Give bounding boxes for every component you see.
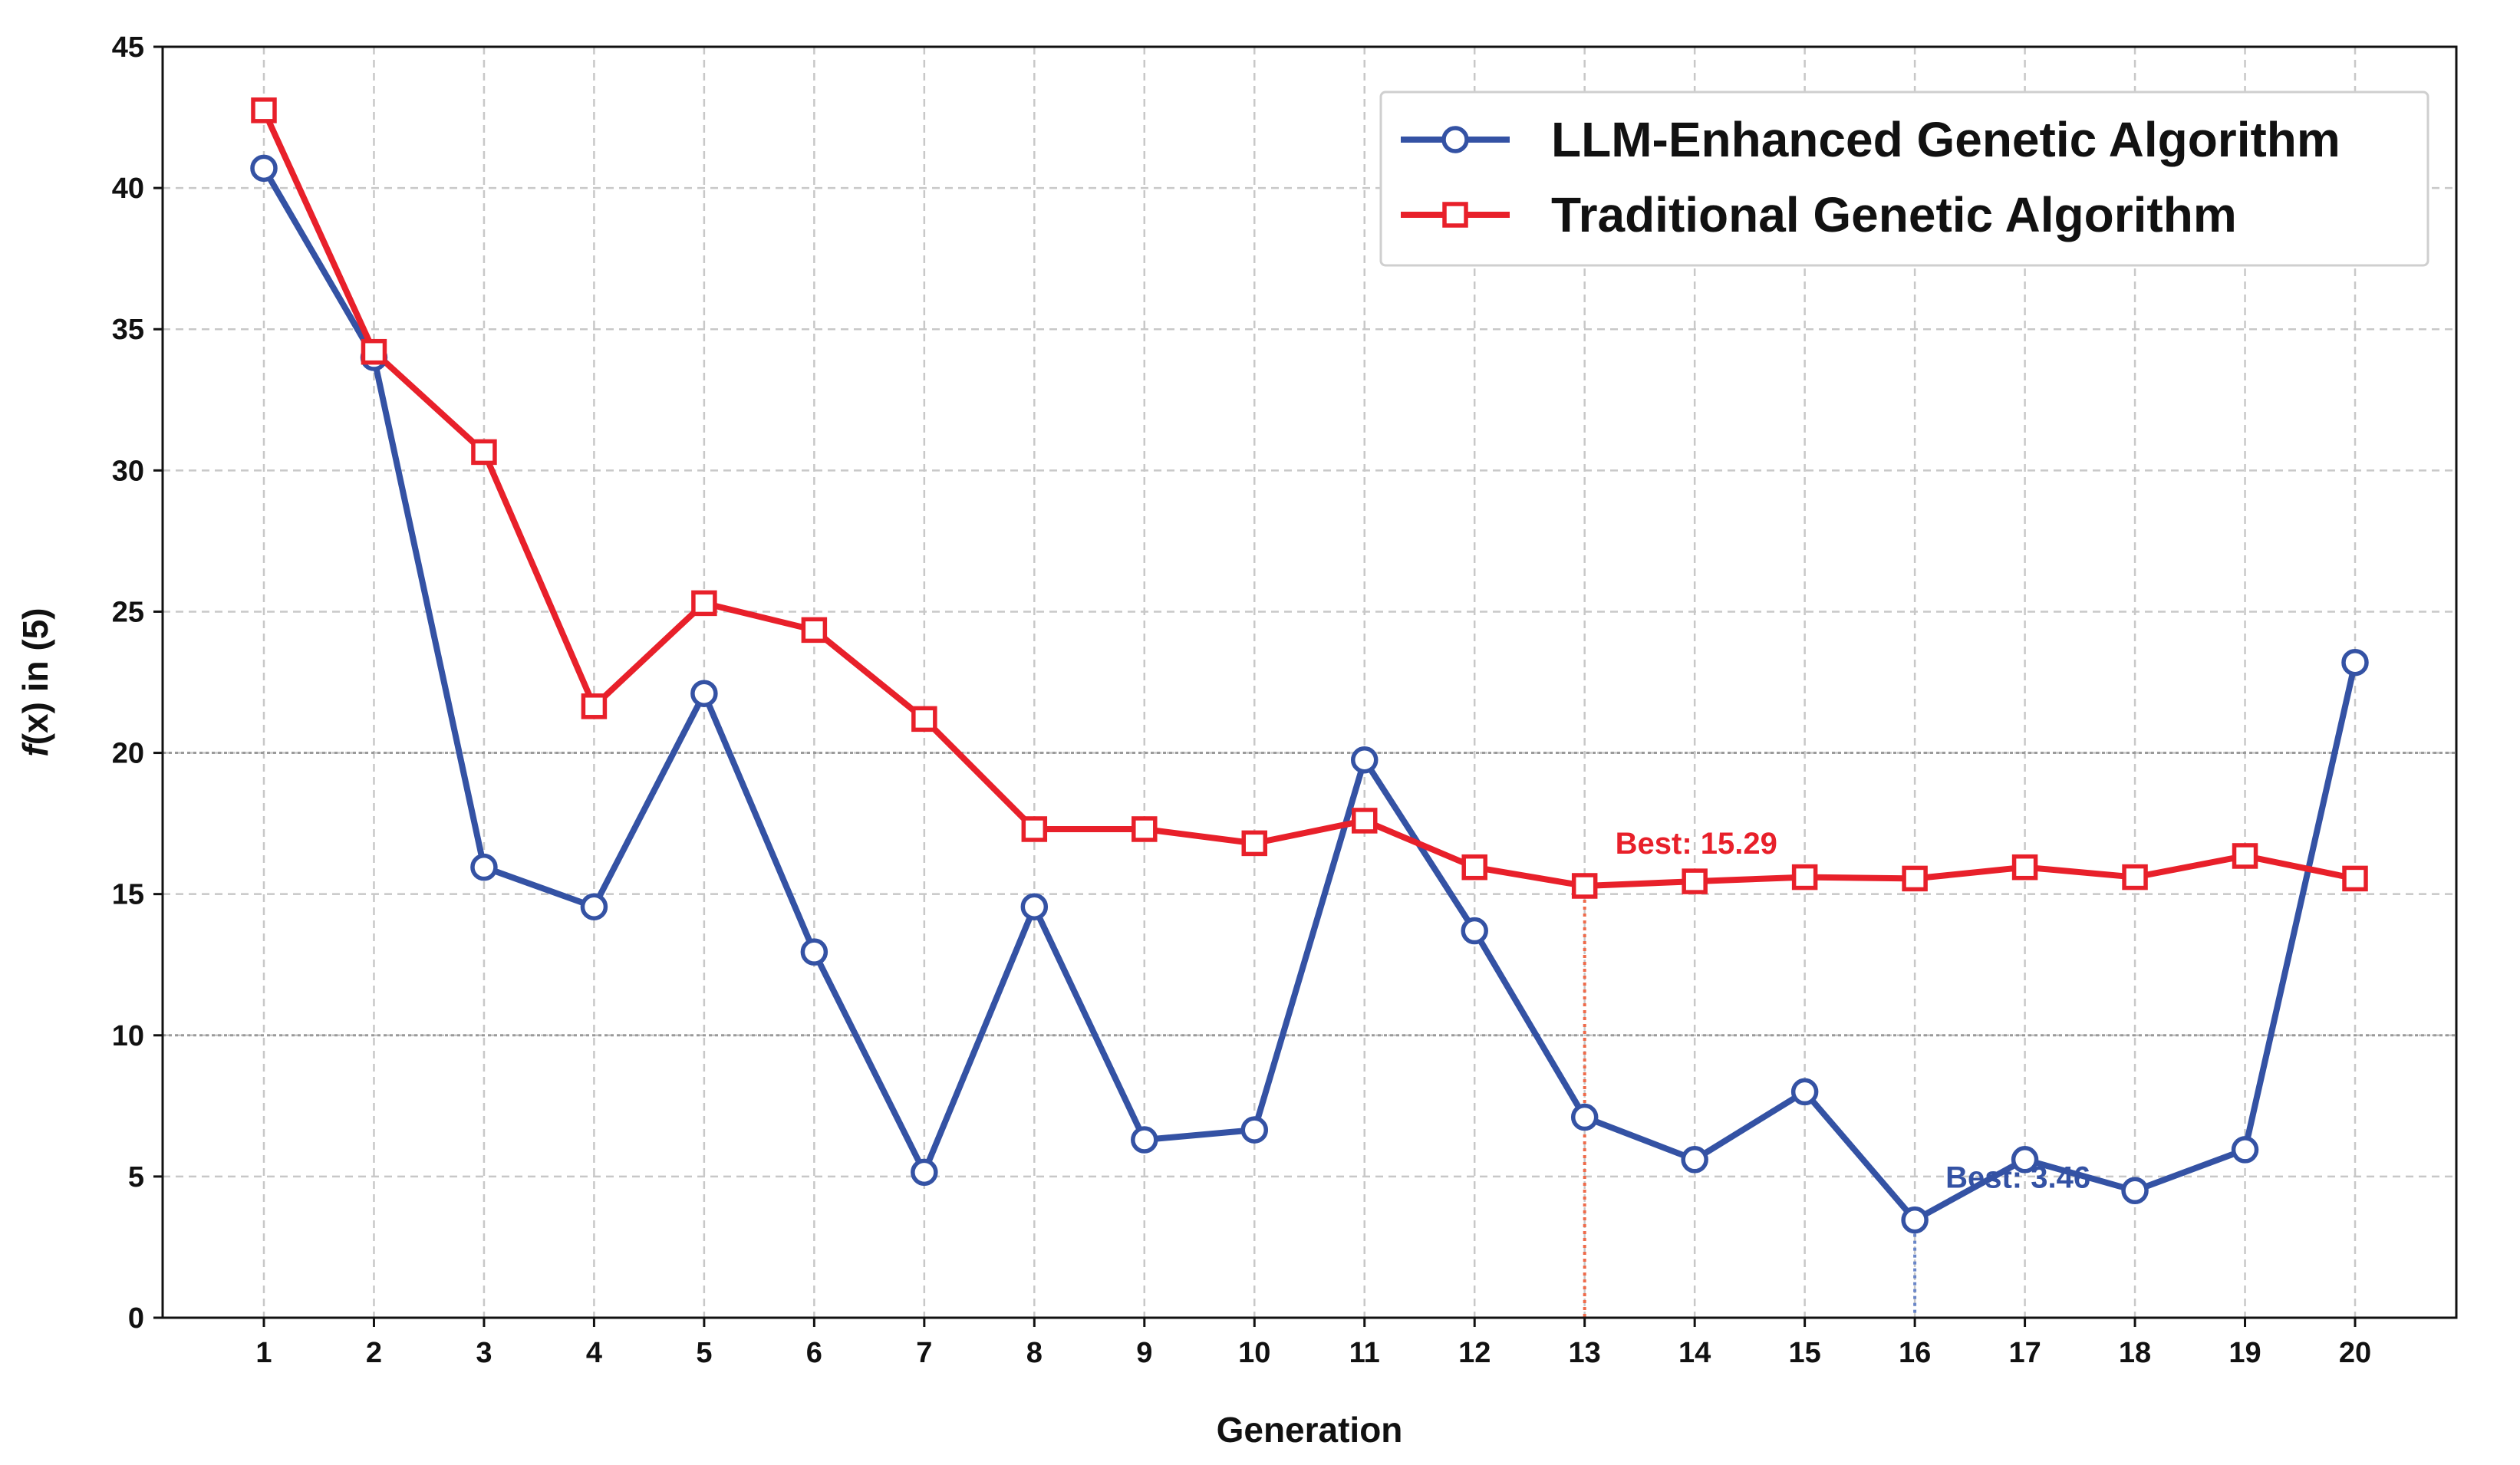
y-tick-label: 45 <box>112 31 144 64</box>
data-point-llm <box>2341 648 2369 677</box>
legend-box <box>1379 91 2429 267</box>
data-point-llm <box>690 680 718 707</box>
x-tick-label: 10 <box>1238 1337 1270 1369</box>
x-tick-label: 2 <box>366 1337 382 1369</box>
x-tick-label: 9 <box>1136 1337 1152 1369</box>
data-point-traditional <box>2122 864 2148 891</box>
x-tick-label: 6 <box>806 1337 822 1369</box>
y-axis-label: f(x) in (5) <box>15 607 55 756</box>
y-tick-label: 35 <box>112 314 144 346</box>
data-point-llm <box>1570 1103 1599 1131</box>
best-guides <box>1583 885 1917 1318</box>
legend-marker-circle-icon <box>1441 126 1469 153</box>
series-line-llm <box>260 165 2359 1223</box>
y-tick-label: 40 <box>112 173 144 205</box>
data-point-traditional <box>2232 843 2258 869</box>
x-tick-label: 12 <box>1458 1337 1491 1369</box>
x-tick-label: 18 <box>2119 1337 2151 1369</box>
data-point-llm <box>580 893 608 920</box>
plot-frame <box>161 45 2458 1319</box>
data-point-traditional <box>691 590 717 617</box>
data-point-traditional <box>1571 873 1598 899</box>
data-point-llm <box>2011 1146 2039 1174</box>
data-point-traditional <box>1132 816 1158 842</box>
legend-label-traditional: Traditional Genetic Algorithm <box>1551 187 2237 242</box>
data-point-traditional <box>911 706 937 732</box>
data-point-traditional <box>1351 808 1378 834</box>
axis-ticks: 1 2 3 4 5 6 7 8 9 10 11 12 13 14 15 16 17 18 19 20051015202… <box>112 31 2371 1369</box>
y-axis-label-rest: (x) in (5) <box>15 607 55 745</box>
y-tick-label: 10 <box>112 1020 144 1052</box>
data-point-traditional <box>471 439 497 466</box>
x-tick-label: 14 <box>1678 1337 1711 1369</box>
data-point-llm <box>800 938 828 966</box>
data-point-llm <box>1461 917 1488 945</box>
x-tick-label: 16 <box>1899 1337 1931 1369</box>
x-tick-label: 15 <box>1788 1337 1820 1369</box>
series-line-traditional <box>260 107 2359 889</box>
data-point-llm <box>1131 1126 1158 1154</box>
x-tick-label: 11 <box>1349 1337 1380 1369</box>
data-point-llm <box>911 1158 938 1187</box>
x-tick-label: 19 <box>2228 1337 2261 1369</box>
data-point-traditional <box>1682 868 1708 894</box>
data-point-traditional <box>1241 830 1268 857</box>
y-tick-label: 20 <box>112 738 144 770</box>
x-tick-label: 3 <box>476 1337 492 1369</box>
y-tick-label: 0 <box>128 1302 144 1335</box>
data-point-traditional <box>1461 854 1487 881</box>
x-tick-label: 5 <box>696 1337 712 1369</box>
y-tick-label: 5 <box>128 1161 144 1193</box>
legend: LLM-Enhanced Genetic Algorithm Tradition… <box>1379 91 2429 267</box>
y-tick-label: 25 <box>112 596 144 628</box>
series <box>250 97 2369 1234</box>
data-point-llm <box>1240 1116 1269 1144</box>
data-point-llm <box>2231 1136 2259 1164</box>
best-annotation: Best: 3.46 <box>1945 1161 2090 1195</box>
x-tick-label: 17 <box>2008 1337 2041 1369</box>
y-tick-label: 30 <box>112 455 144 487</box>
annotations: Best: 15.29 Best: 3.46 <box>1616 827 2090 1195</box>
data-point-llm <box>2121 1177 2149 1205</box>
data-point-llm <box>1901 1206 1929 1234</box>
y-tick-label: 15 <box>112 879 144 911</box>
y-axis-label-function: f <box>15 742 55 757</box>
x-tick-label: 7 <box>916 1337 932 1369</box>
data-point-traditional <box>581 693 608 719</box>
data-point-llm <box>470 853 498 881</box>
data-point-traditional <box>2011 854 2038 881</box>
data-point-traditional <box>1021 816 1048 842</box>
data-point-traditional <box>801 617 828 644</box>
data-point-llm <box>1020 893 1049 920</box>
data-point-llm <box>1681 1146 1708 1174</box>
x-tick-label: 8 <box>1026 1337 1043 1369</box>
legend-label-llm: LLM-Enhanced Genetic Algorithm <box>1551 112 2340 167</box>
x-tick-label: 1 <box>255 1337 272 1369</box>
x-tick-label: 4 <box>586 1337 602 1369</box>
x-axis-label: Generation <box>1217 1410 1403 1450</box>
best-annotation: Best: 15.29 <box>1616 827 1777 861</box>
data-point-llm <box>250 154 278 183</box>
data-point-llm <box>1350 746 1379 774</box>
data-point-traditional <box>361 338 387 365</box>
data-point-traditional <box>1902 865 1928 892</box>
data-point-traditional <box>1791 864 1818 891</box>
data-point-traditional <box>2342 865 2368 892</box>
data-point-llm <box>1790 1078 1819 1106</box>
data-point-traditional <box>251 97 277 123</box>
legend-marker-square-icon <box>1442 202 1468 228</box>
x-tick-label: 13 <box>1569 1337 1601 1369</box>
x-tick-label: 20 <box>2339 1337 2371 1369</box>
